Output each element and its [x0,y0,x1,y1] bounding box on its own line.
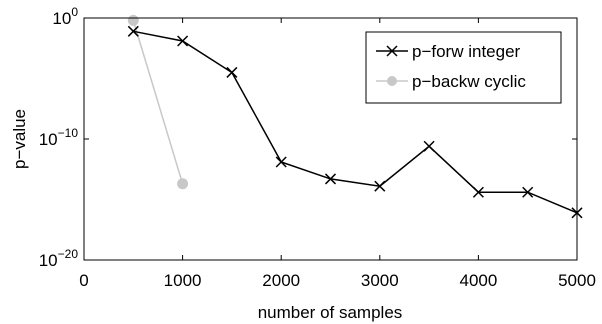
data-point-x-marker [177,35,189,47]
x-tick-label: 2000 [262,271,300,290]
series-layer [127,14,583,219]
x-tick-label: 0 [79,271,88,290]
series-line-0 [133,30,578,214]
legend-marker-forw [386,45,398,57]
data-point-x-marker [423,140,435,152]
data-point-x-marker [472,186,484,198]
data-point-circle-marker [177,178,189,190]
y-tick-label: 10−10 [39,126,79,149]
x-tick-label: 4000 [459,271,497,290]
legend-label-backw: p−backw cyclic [412,72,526,91]
data-point-circle-marker [127,14,139,26]
x-tick-label: 1000 [164,271,202,290]
x-axis-label: number of samples [258,303,403,322]
legend: p−forw integer p−backw cyclic [365,31,562,104]
legend-marker-backw [387,76,397,86]
data-point-x-marker [522,186,534,198]
data-point-x-marker [127,25,139,37]
data-point-x-marker [226,66,238,78]
ticks-layer: 0 1000 2000 3000 4000 5000 100 10−10 10−20 [39,5,596,290]
y-tick-label: 10−20 [39,247,79,270]
y-tick-label: 100 [52,5,78,28]
data-point-x-marker [374,180,386,192]
legend-label-forw: p−forw integer [412,42,521,61]
y-axis-label: p−value [10,109,29,169]
x-tick-label: 3000 [361,271,399,290]
series-line-1 [132,20,184,185]
legend-box [365,31,562,104]
data-point-x-marker [324,173,337,185]
x-tick-label: 5000 [558,271,596,290]
data-point-x-marker [275,156,287,168]
